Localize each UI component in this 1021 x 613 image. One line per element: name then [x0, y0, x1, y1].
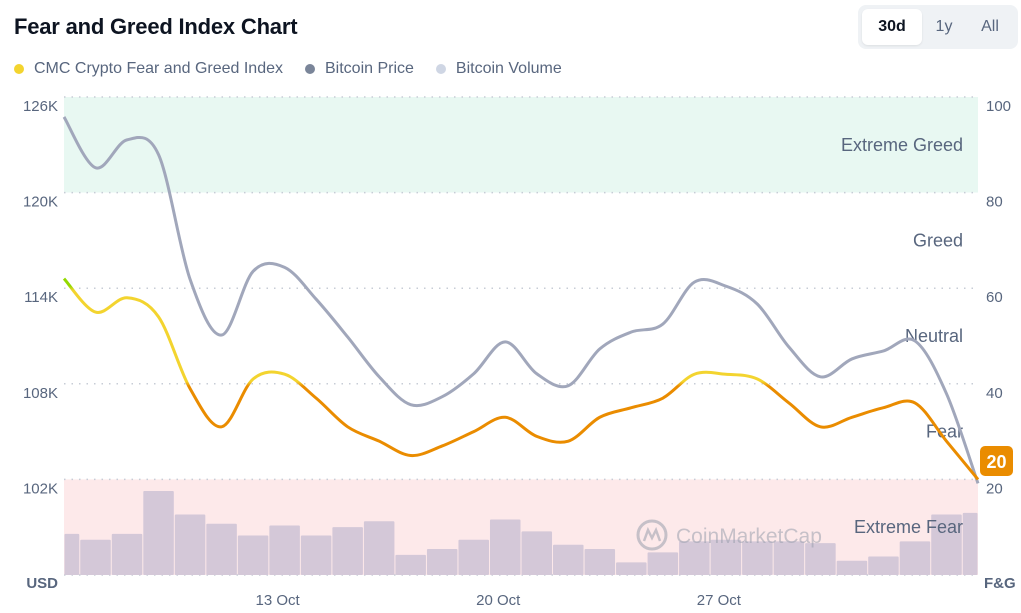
volume-bar: [80, 539, 111, 575]
page-title: Fear and Greed Index Chart: [14, 14, 298, 39]
legend-dot-icon: [435, 64, 446, 74]
range-1y-button[interactable]: 1y: [935, 18, 953, 35]
current-value: 20: [986, 452, 1006, 472]
zone-label: Extreme Fear: [854, 517, 963, 537]
volume-bar: [174, 514, 206, 575]
legend-item-fear-greed[interactable]: CMC Crypto Fear and Greed Index: [14, 60, 283, 78]
legend-label: Bitcoin Price: [325, 60, 414, 77]
watermark-text: CoinMarketCap: [676, 525, 822, 548]
right-axis-tick: 40: [986, 385, 1003, 402]
left-axis-tick: 114K: [24, 289, 58, 306]
volume-bar: [269, 525, 300, 575]
volume-bar: [931, 514, 962, 575]
left-axis-tick: 120K: [23, 194, 58, 211]
volume-bar: [553, 544, 584, 575]
volume-bar: [805, 543, 836, 575]
volume-bar: [363, 521, 395, 575]
x-axis-tick: 27 Oct: [697, 592, 742, 609]
volume-bar: [710, 539, 742, 575]
time-range-toggle: 30d 1y All: [858, 5, 1018, 49]
volume-bar: [426, 548, 458, 575]
volume-bar: [679, 541, 710, 575]
zone-label: Greed: [913, 230, 963, 250]
volume-bar: [489, 519, 521, 575]
right-axis-tick: 60: [986, 289, 1003, 306]
volume-bar: [64, 533, 80, 575]
volume-bar: [962, 512, 978, 575]
legend-item-bitcoin-price[interactable]: Bitcoin Price: [305, 60, 414, 78]
range-30d-button[interactable]: 30d: [862, 9, 922, 45]
volume-bar: [458, 539, 489, 575]
right-axis-label: F&G: [984, 575, 1016, 592]
zone-label: Neutral: [905, 326, 963, 346]
left-axis-tick: 102K: [23, 480, 58, 497]
volume-bar: [899, 541, 931, 575]
watermark-logo: CoinMarketCap: [636, 519, 822, 551]
legend-label: CMC Crypto Fear and Greed Index: [34, 60, 283, 77]
volume-bar: [300, 535, 332, 575]
volume-bar: [111, 533, 143, 575]
volume-bar: [395, 554, 426, 575]
left-axis-tick: 108K: [23, 385, 58, 402]
right-axis-tick: 80: [986, 194, 1003, 211]
current-value-badge: 20: [980, 446, 1013, 476]
legend-dot-icon: [305, 64, 315, 74]
volume-bar: [332, 527, 363, 575]
volume-bar: [773, 541, 805, 575]
legend-item-bitcoin-volume[interactable]: Bitcoin Volume: [435, 60, 562, 78]
volume-bar: [206, 523, 237, 575]
volume-bar: [647, 552, 679, 575]
volume-bar: [521, 531, 553, 575]
x-axis-tick: 13 Oct: [256, 592, 301, 609]
legend-dot-icon: [14, 64, 24, 74]
bitcoin-price-line: [62, 116, 980, 484]
chart-legend: CMC Crypto Fear and Greed Index Bitcoin …: [14, 60, 562, 78]
zone-label: Extreme Greed: [841, 135, 963, 155]
volume-bar: [836, 560, 868, 575]
range-all-button[interactable]: All: [981, 18, 999, 35]
volume-bar: [616, 562, 647, 575]
legend-label: Bitcoin Volume: [455, 60, 562, 77]
volume-bar: [584, 548, 616, 575]
volume-bar: [742, 541, 773, 575]
volume-bar: [237, 535, 269, 575]
volume-bar: [868, 556, 899, 575]
right-axis-tick: 20: [986, 480, 1003, 497]
fear-greed-line: [62, 277, 980, 481]
zone-band: [64, 97, 978, 193]
x-axis-tick: 20 Oct: [476, 592, 521, 609]
volume-bar: [143, 491, 174, 575]
right-axis-tick: 100: [986, 98, 1011, 115]
left-axis-tick: 126K: [23, 98, 58, 115]
left-axis-label: USD: [26, 575, 58, 592]
